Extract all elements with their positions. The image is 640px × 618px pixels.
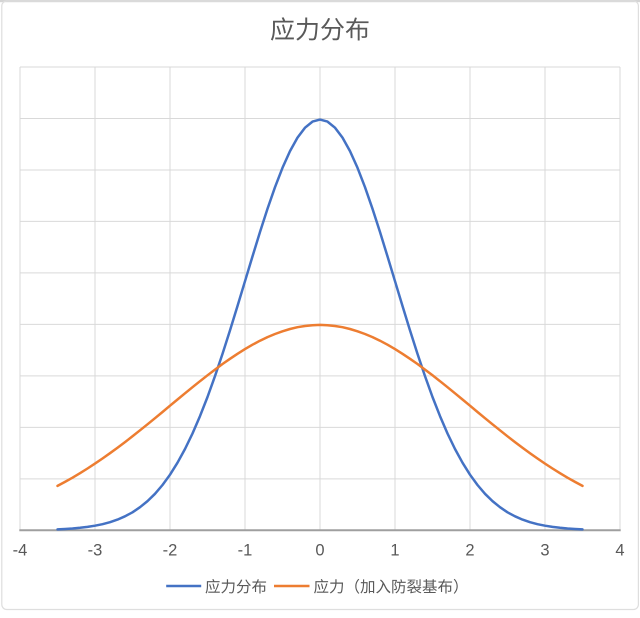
svg-text:-3: -3 [88,542,103,560]
svg-text:0: 0 [315,542,324,560]
svg-text:4: 4 [615,542,624,560]
svg-text:-4: -4 [13,542,28,560]
svg-text:2: 2 [465,542,474,560]
svg-text:-1: -1 [238,542,253,560]
svg-text:3: 3 [540,542,549,560]
svg-text:1: 1 [390,542,399,560]
svg-text:-2: -2 [163,542,178,560]
